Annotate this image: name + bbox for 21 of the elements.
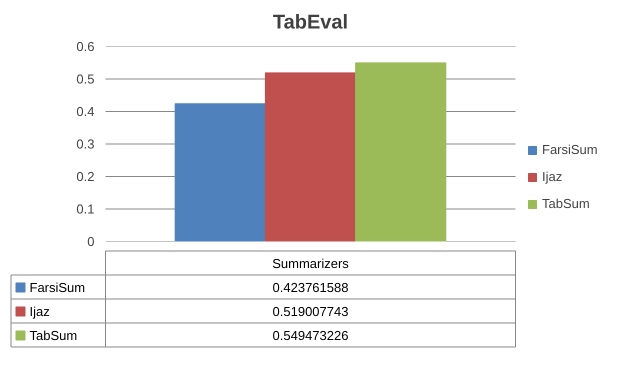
text: Ijaz — [30, 304, 50, 319]
bar — [264, 72, 356, 242]
text: FarsiSum — [542, 142, 598, 157]
y-tick-label: 0.2 — [76, 169, 95, 184]
y-tick-label: 0.3 — [76, 136, 95, 152]
y-tick-label: 0.1 — [76, 202, 95, 216]
bar — [174, 103, 266, 242]
y-tick-label: 0.4 — [76, 104, 95, 119]
x-tick-label: Summarizers — [272, 256, 350, 271]
y-tick-label: 0.6 — [76, 39, 95, 54]
text: 0.519007743 — [272, 304, 348, 319]
legend-label: FarsiSum — [30, 280, 86, 295]
chart-title: TabEval — [272, 12, 348, 34]
text: 0.549473226 — [272, 328, 348, 343]
legend-label: TabSum — [542, 196, 590, 211]
y-tick-label: 0 — [87, 234, 95, 249]
legend-label: Ijaz — [542, 169, 562, 184]
y-tick-label: 0.5 — [76, 72, 95, 86]
text: TabSum — [30, 328, 78, 343]
text: 0.423761588 — [272, 280, 348, 295]
bar — [355, 62, 446, 242]
